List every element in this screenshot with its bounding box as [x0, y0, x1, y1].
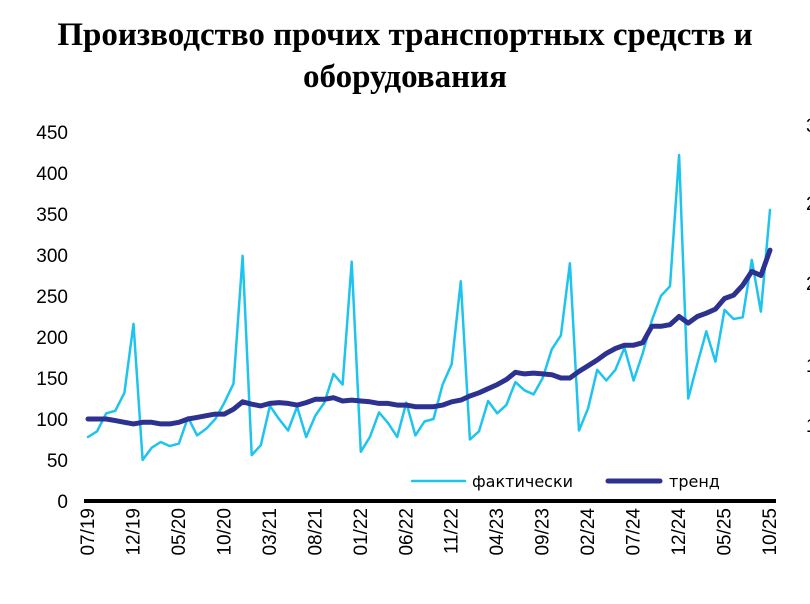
x-tick-label: 03/21 — [260, 508, 281, 556]
series-line-trend — [85, 247, 773, 427]
right-axis-tick-label: 2 — [806, 194, 810, 215]
right-axis-tick-label: 3 — [806, 116, 810, 137]
x-tick-label: 01/22 — [351, 508, 372, 556]
legend-label-actual: фактически — [472, 472, 573, 491]
x-tick-label: 06/22 — [396, 508, 417, 556]
x-tick-label: 10/25 — [760, 508, 781, 556]
y-tick-label: 150 — [36, 369, 68, 390]
y-tick-label: 250 — [36, 287, 68, 308]
x-tick-label: 09/23 — [533, 508, 554, 556]
x-tick-label: 12/24 — [669, 508, 690, 556]
y-tick-label: 400 — [36, 164, 68, 185]
series-line-actual — [86, 153, 772, 462]
x-tick-label: 04/23 — [487, 508, 508, 556]
x-tick-label: 10/20 — [214, 508, 235, 556]
x-tick-label: 05/20 — [169, 508, 190, 556]
right-axis-tick-label: 1 — [806, 416, 810, 437]
legend-label-trend: тренд — [669, 472, 720, 491]
x-tick-label: 02/24 — [578, 508, 599, 556]
chart-title: Производство прочих транспортных средств… — [0, 14, 810, 98]
x-tick-label: 05/25 — [715, 508, 736, 556]
chart-title-line-1: Производство прочих транспортных средств… — [57, 17, 753, 53]
x-tick-label: 07/24 — [624, 508, 645, 556]
x-tick-label: 11/22 — [442, 508, 463, 554]
right-axis-tick-label: 1 — [806, 356, 810, 377]
x-tick-label: 12/19 — [123, 508, 144, 556]
y-tick-label: 100 — [36, 410, 68, 431]
y-tick-label: 350 — [36, 205, 68, 226]
y-tick-label: 50 — [47, 451, 68, 472]
right-axis-tick-label: 2 — [806, 274, 810, 295]
x-tick-label: 08/21 — [305, 508, 326, 556]
y-tick-label: 0 — [57, 492, 68, 513]
x-tick-label: 07/19 — [78, 508, 99, 556]
y-tick-label: 450 — [36, 123, 68, 144]
y-tick-label: 200 — [36, 328, 68, 349]
chart-title-line-2: оборудования — [303, 59, 507, 95]
y-tick-label: 300 — [36, 246, 68, 267]
